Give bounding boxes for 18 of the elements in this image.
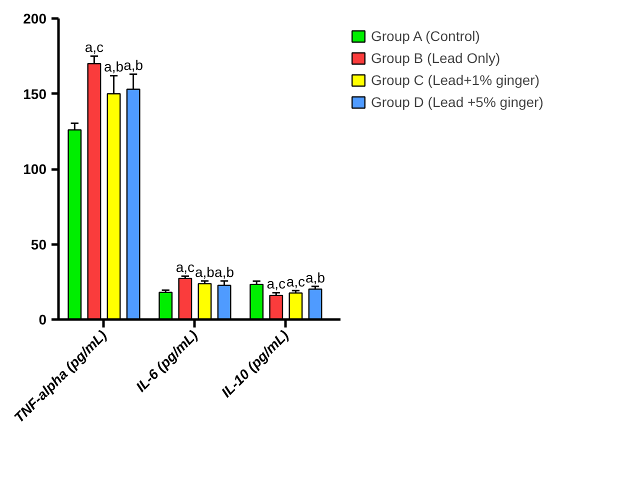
y-tick-label: 150: [23, 86, 47, 102]
data-label: a,c: [176, 259, 195, 276]
y-tick-label: 0: [38, 312, 47, 328]
y-tick-label: 100: [23, 161, 47, 177]
data-label: a,b: [104, 58, 124, 75]
legend-label: Group D (Lead +5% ginger): [371, 94, 544, 110]
legend-label: Group A (Control): [371, 28, 480, 44]
data-label: a,b: [214, 264, 234, 280]
data-label: a,c: [266, 276, 286, 292]
data-label: a,b: [124, 57, 144, 74]
legend-label: Group C (Lead+1% ginger): [371, 72, 540, 88]
data-label: a,c: [84, 39, 104, 56]
data-label: a,c: [286, 274, 306, 290]
y-tick-label: 50: [30, 236, 47, 252]
legend-label: Group B (Lead Only): [371, 50, 500, 66]
data-label: a,b: [195, 264, 215, 280]
y-tick-label: 200: [23, 10, 47, 26]
data-label: a,b: [306, 269, 326, 286]
